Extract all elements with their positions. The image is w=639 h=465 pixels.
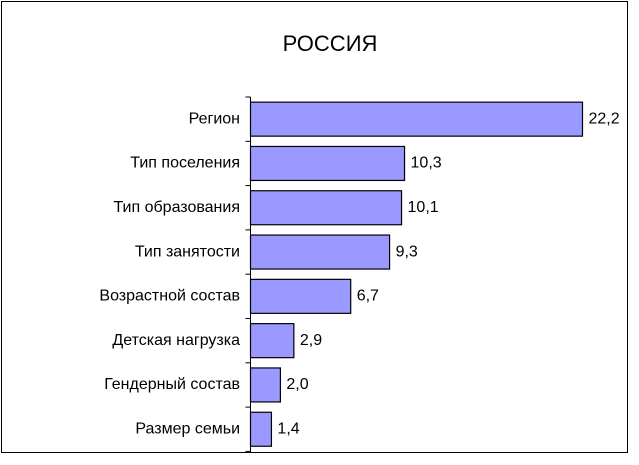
bar [249,411,273,447]
value-label: 10,1 [408,199,439,216]
value-label: 2,0 [286,376,308,393]
category-label: Размер семьи [135,420,240,437]
category-label: Тип образования [113,199,240,216]
category-label: Гендерный состав [104,376,240,393]
value-label: 1,4 [277,420,299,437]
bar [249,145,406,182]
value-label: 22,2 [589,110,620,127]
chart-title: РОССИЯ [283,31,378,56]
value-label: 6,7 [357,288,379,305]
category-label: Тип занятости [135,243,240,260]
bar [249,234,391,270]
category-label: Детская нагрузка [112,332,240,349]
value-label: 10,3 [411,155,442,172]
category-label: Тип поселения [130,155,240,172]
bar [249,367,282,403]
value-label: 9,3 [396,243,418,260]
value-label: 2,9 [300,332,322,349]
category-label: Регион [189,110,240,127]
chart-frame [1,1,628,453]
bar [249,278,352,314]
bar [249,323,295,359]
category-label: Возрастной состав [99,288,240,305]
bar [249,190,403,226]
bar [249,101,584,137]
